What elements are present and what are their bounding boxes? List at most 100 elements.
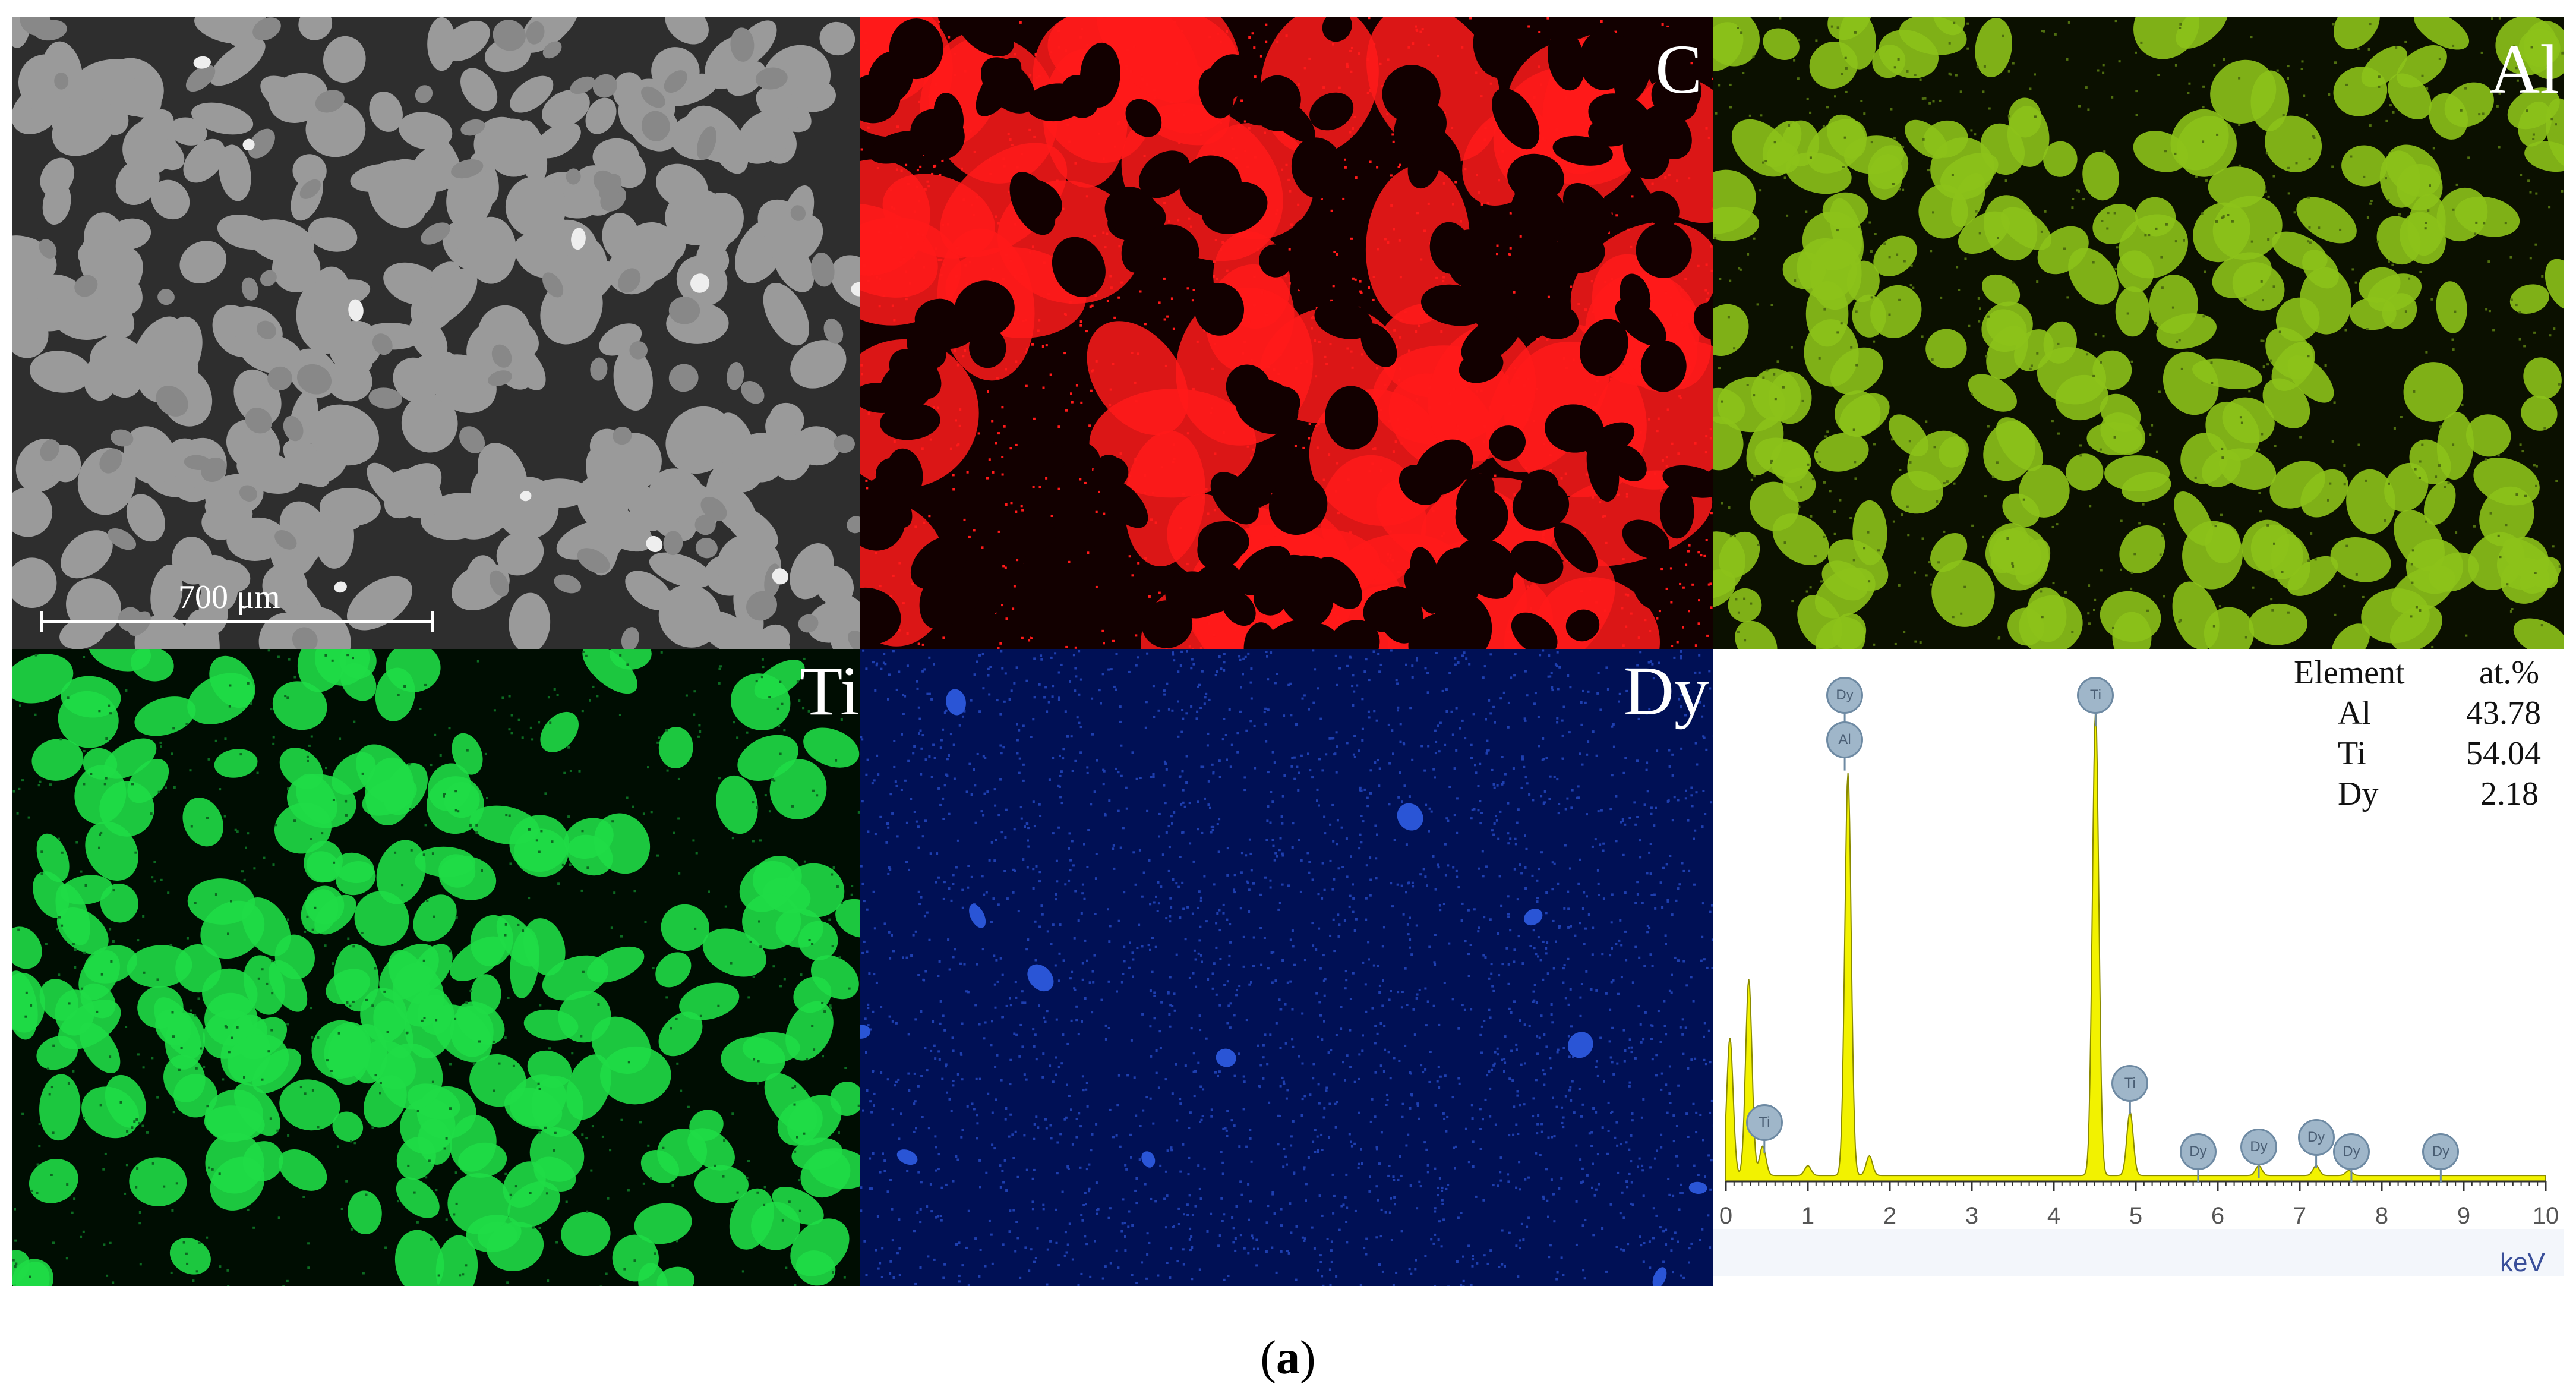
aluminium-grain [2119,525,2165,573]
dysprosium-speck [1697,701,1700,704]
carbon-speck [1508,253,1511,256]
dysprosium-speck [1567,674,1570,677]
titanium-speck [48,1093,51,1096]
grain [831,255,860,307]
carbon-speck [1603,609,1606,612]
dysprosium-speck [1615,1121,1618,1124]
aluminium-speck [2163,595,2165,598]
titanium-speck [293,819,296,822]
dysprosium-speck [1335,1275,1338,1278]
carbon-speck [1080,401,1083,404]
titanium-speck [582,651,585,653]
aluminium-speck [2420,648,2423,649]
grain [283,415,304,442]
dysprosium-speck [1430,810,1433,813]
dysprosium-speck [1330,1260,1333,1263]
dysprosium-speck [1703,704,1705,707]
dysprosium-speck [1437,866,1440,869]
carbon-speck [1015,360,1018,363]
titanium-speck [24,1015,27,1018]
dysprosium-speck [1319,1261,1322,1263]
aluminium-grain [2026,587,2067,642]
carbon-speck [1605,541,1608,544]
carbon-speck [1400,517,1403,520]
dysprosium-speck [1590,1145,1593,1147]
aluminium-speck [2541,275,2544,278]
dysprosium-speck [1120,981,1123,984]
titanium-grain [36,1036,78,1070]
carbon-speck [1015,510,1018,513]
titanium-speck [219,788,222,791]
aluminium-speck [1924,97,1927,100]
carbon-speck [1063,352,1066,355]
dysprosium-speck [1301,1098,1304,1101]
aluminium-speck [1750,602,1753,605]
carbon-speck [1581,122,1584,125]
dysprosium-speck [1432,768,1435,771]
carbon-speck [1621,154,1624,157]
aluminium-speck [2331,440,2334,443]
dysprosium-speck [1677,1240,1679,1243]
dysprosium-speck [1194,1205,1197,1208]
aluminium-grain [1807,119,1867,174]
dysprosium-speck [1186,650,1188,653]
dysprosium-speck [1157,902,1160,905]
dysprosium-speck [1409,1184,1412,1187]
dysprosium-speck [939,1000,942,1003]
titanium-speck [99,1104,102,1107]
titanium-speck [680,1089,683,1092]
dysprosium-speck [1027,839,1029,842]
aluminium-speck [2142,503,2145,506]
titanium-speck [302,1196,305,1198]
aluminium-speck [2498,146,2501,149]
aluminium-speck [1974,133,1977,136]
titanium-grain [798,921,838,961]
titanium-speck [781,702,784,705]
dysprosium-speck [898,1218,901,1221]
carbon-speck [1552,405,1555,408]
titanium-speck [620,935,623,938]
titanium-grain [12,972,45,1033]
dysprosium-speck [1378,984,1381,987]
dysprosium-speck [1454,663,1457,666]
carbon-speck [868,62,871,65]
carbon-speck [1246,445,1249,448]
carbon-speck [1005,617,1008,620]
dysprosium-speck [1411,758,1414,761]
grain [108,528,137,550]
dysprosium-speck [1534,692,1537,695]
grain [54,73,69,90]
carbon-speck [921,447,924,450]
grain-shadow [1201,182,1268,234]
aluminium-grain [2479,486,2534,547]
carbon-speck [899,246,902,249]
titanium-speck [620,1118,623,1121]
carbon-speck [1603,515,1606,518]
titanium-map-image [12,649,860,1286]
titanium-speck [508,695,511,698]
dysprosium-speck [1423,1141,1426,1144]
dysprosium-speck [1369,769,1372,772]
aluminium-speck [2007,70,2010,73]
titanium-speck [286,1279,289,1282]
aluminium-speck [2419,609,2422,612]
dysprosium-speck [1101,673,1104,676]
dysprosium-speck [1690,794,1693,797]
aluminium-speck [2454,310,2457,313]
dysprosium-speck [1668,989,1671,992]
dysprosium-speck [1516,898,1519,901]
dysprosium-speck [1087,829,1090,831]
dysprosium-speck [1200,1118,1203,1121]
aluminium-speck [2460,109,2463,112]
titanium-speck [763,1186,766,1189]
grain [150,565,183,622]
dysprosium-speck [1033,1123,1036,1126]
aluminium-speck [1893,66,1896,69]
aluminium-speck [2482,112,2485,115]
titanium-speck [119,1101,122,1104]
dysprosium-speck [1535,1152,1538,1155]
dysprosium-speck [1615,795,1618,798]
aluminium-speck [2244,298,2247,301]
grain [427,17,456,71]
titanium-speck [139,1263,142,1266]
